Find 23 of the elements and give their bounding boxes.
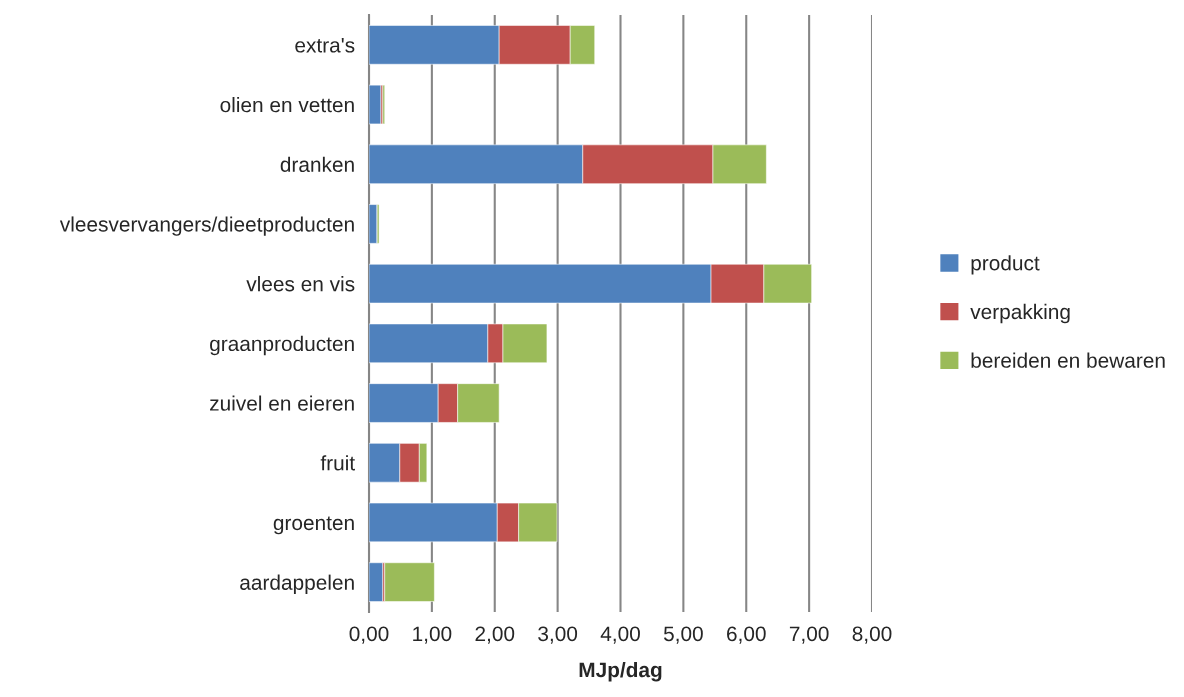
x-tick-label: 8,00 <box>852 626 892 644</box>
x-tick-label: 6,00 <box>727 626 766 644</box>
y-tick-label: extra's <box>295 38 355 53</box>
y-tick-label: fruit <box>320 455 355 471</box>
y-tick-label: zuivel en eieren <box>210 395 354 411</box>
x-tick-label: 4,00 <box>600 626 640 644</box>
y-tick-label: olien en vetten <box>220 97 354 113</box>
x-tick-label: 0,00 <box>349 626 389 644</box>
y-tick-label: vlees en vis <box>246 276 355 292</box>
legend-label: bereiden en bewaren <box>971 352 1165 368</box>
x-tick-label: 5,00 <box>663 626 703 644</box>
x-axis-title: MJp/dag <box>579 661 662 682</box>
legend-label: verpakking <box>970 303 1070 324</box>
x-tick-label: 3,00 <box>538 626 578 644</box>
x-tick-label: 2,00 <box>475 626 515 644</box>
x-tick-label: 7,00 <box>789 626 829 644</box>
y-tick-label: dranken <box>280 156 354 172</box>
x-tick-label: 1,00 <box>413 626 452 644</box>
y-tick-label: aardappelen <box>240 574 354 595</box>
y-tick-label: groenten <box>273 516 354 535</box>
y-tick-label: vleesvervangers/dieetproducten <box>59 216 354 236</box>
legend-label: product <box>971 255 1040 275</box>
y-tick-label: graanproducten <box>210 335 354 356</box>
